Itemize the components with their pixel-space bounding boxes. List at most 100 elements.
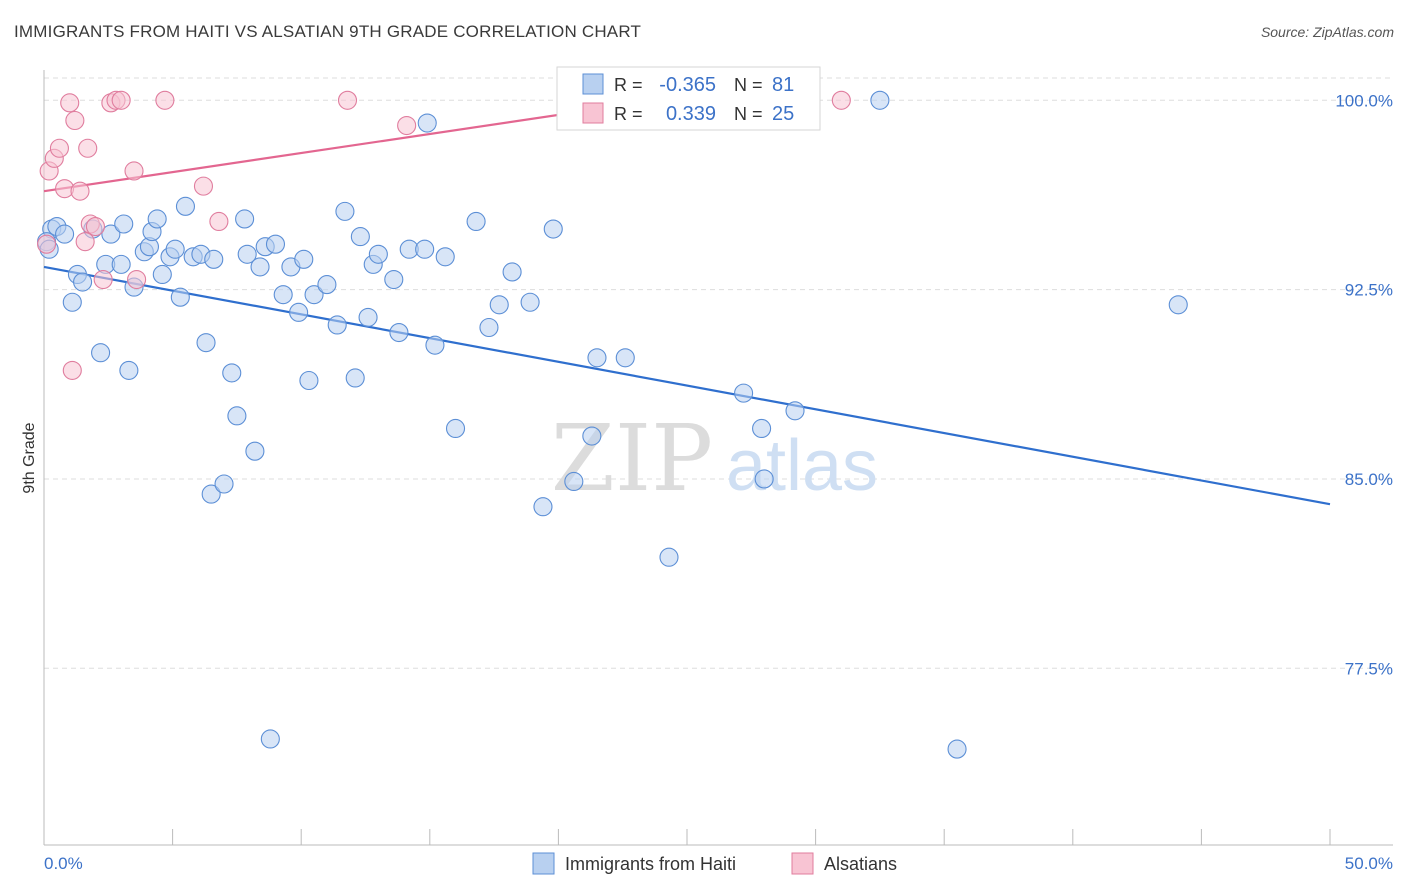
haiti-point	[201, 484, 221, 504]
haiti-point	[304, 285, 324, 305]
haiti-point	[55, 224, 75, 244]
haiti-point	[335, 201, 355, 221]
alsatian-point	[209, 211, 229, 232]
haiti-point	[204, 249, 224, 269]
stats-r-value-alsatian: 0.339	[666, 103, 716, 125]
legend-label-haiti: Immigrants from Haiti	[565, 854, 736, 874]
haiti-point	[543, 219, 563, 239]
alsatian-point	[60, 93, 80, 113]
haiti-point	[327, 315, 347, 335]
stats-n-label-haiti: N =	[734, 75, 763, 95]
haiti-point	[389, 322, 409, 343]
haiti-point	[114, 214, 134, 234]
watermark: ZIP atlas	[551, 405, 878, 512]
haiti-point	[435, 247, 455, 267]
haiti-point	[317, 275, 337, 295]
y-tick-label: 85.0%	[1345, 470, 1393, 489]
haiti-point	[152, 264, 172, 285]
y-tick-label: 92.5%	[1345, 281, 1393, 300]
haiti-point	[165, 239, 185, 259]
stats-n-label-alsatian: N =	[734, 104, 763, 124]
haiti-point	[1168, 295, 1188, 315]
legend-swatch-alsatian	[791, 852, 814, 875]
scatter-points	[37, 90, 1188, 759]
stats-n-value-haiti: 81	[772, 74, 794, 96]
x-ticks	[43, 829, 1331, 845]
haiti-point	[582, 426, 602, 446]
alsatian-point	[93, 269, 113, 290]
haiti-point	[350, 227, 370, 247]
haiti-point	[250, 257, 270, 277]
haiti-point	[73, 272, 93, 292]
stats-r-value-haiti: -0.365	[659, 74, 716, 96]
haiti-point	[119, 360, 139, 380]
alsatian-point	[155, 90, 175, 110]
haiti-point	[237, 244, 257, 264]
stats-swatch-haiti	[582, 73, 604, 95]
alsatian-point	[70, 181, 90, 201]
haiti-point	[533, 497, 553, 517]
haiti-point	[111, 254, 131, 274]
alsatian-point	[124, 161, 144, 181]
alsatian-point	[75, 232, 95, 252]
alsatian-point	[78, 138, 98, 158]
grid-lines	[44, 77, 1393, 669]
legend-swatch-haiti	[532, 852, 555, 875]
haiti-point	[358, 307, 378, 327]
stats-r-label-alsatian: R =	[614, 104, 643, 124]
haiti-point	[785, 401, 805, 421]
haiti-point	[235, 209, 255, 229]
alsatian-point	[127, 269, 147, 290]
stats-n-value-alsatian: 25	[772, 103, 794, 125]
haiti-point	[417, 113, 437, 133]
chart-title: IMMIGRANTS FROM HAITI VS ALSATIAN 9TH GR…	[14, 22, 642, 41]
haiti-point	[289, 302, 309, 322]
haiti-point	[384, 269, 404, 290]
alsatian-point	[831, 90, 851, 110]
trend-line-haiti	[43, 265, 1331, 506]
y-tick-label: 77.5%	[1345, 659, 1393, 678]
stats-r-label-haiti: R =	[614, 75, 643, 95]
haiti-point	[466, 211, 486, 232]
haiti-point	[947, 739, 967, 759]
haiti-point	[445, 418, 466, 439]
alsatian-point	[62, 360, 82, 380]
alsatian-point	[85, 216, 105, 237]
haiti-point	[175, 196, 196, 216]
alsatian-point	[397, 115, 417, 136]
haiti-point	[170, 287, 190, 307]
axes	[43, 70, 1393, 846]
haiti-point	[587, 348, 607, 368]
alsatian-point	[49, 138, 69, 158]
x-tick-label-min: 0.0%	[44, 854, 83, 873]
haiti-point	[345, 368, 365, 388]
haiti-point	[62, 292, 82, 312]
alsatian-point	[111, 90, 131, 110]
haiti-point	[245, 441, 265, 461]
haiti-point	[734, 383, 754, 403]
haiti-point	[425, 335, 445, 355]
alsatian-point	[37, 234, 57, 254]
haiti-point	[520, 292, 540, 312]
legend-label-alsatian: Alsatians	[824, 854, 897, 874]
haiti-point	[294, 249, 314, 269]
haiti-point	[752, 418, 772, 439]
watermark-atlas: atlas	[726, 426, 878, 506]
haiti-point	[659, 547, 679, 567]
haiti-point	[265, 234, 286, 254]
haiti-point	[368, 244, 388, 264]
haiti-point	[489, 295, 509, 315]
y-tick-label: 100.0%	[1335, 91, 1393, 110]
haiti-point	[870, 90, 890, 110]
haiti-point	[101, 224, 121, 244]
haiti-point	[502, 262, 522, 282]
alsatian-point	[193, 176, 214, 196]
haiti-point	[299, 370, 319, 391]
haiti-point	[273, 285, 293, 305]
haiti-point	[415, 239, 435, 259]
haiti-point	[227, 406, 247, 426]
haiti-point	[479, 317, 499, 338]
y-tick-labels: 77.5% 85.0% 92.5% 100.0%	[1335, 91, 1393, 678]
haiti-point	[222, 363, 242, 383]
